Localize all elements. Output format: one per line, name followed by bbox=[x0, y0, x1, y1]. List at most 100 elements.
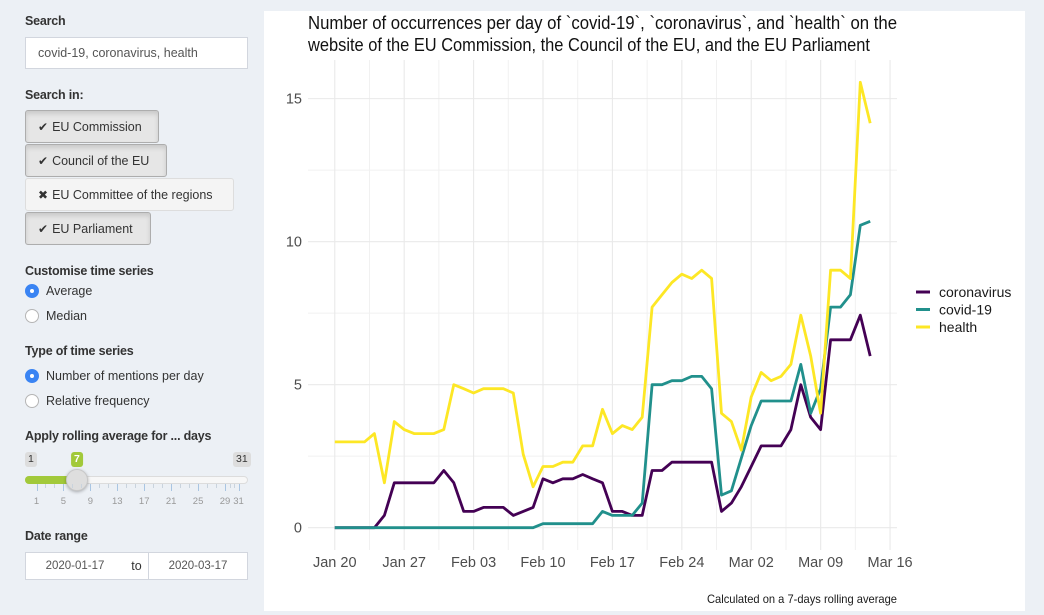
date-end-input[interactable]: 2020-03-17 bbox=[148, 552, 248, 580]
search-input[interactable] bbox=[25, 37, 248, 69]
x-tick-label: Feb 17 bbox=[590, 555, 635, 571]
x-tick-label: Jan 27 bbox=[382, 555, 426, 571]
line-chart: Number of occurrences per day of `covid-… bbox=[286, 13, 1012, 606]
toggle-label: EU Parliament bbox=[52, 221, 133, 236]
radio-average[interactable]: Average bbox=[25, 283, 92, 299]
slider-grid-tick bbox=[171, 484, 173, 491]
x-axis: Jan 20 Jan 27 Feb 03 Feb 10 Feb 17 Feb 24 Mar … bbox=[313, 555, 913, 571]
radio-unchecked-icon[interactable] bbox=[25, 394, 39, 408]
slider-fill bbox=[25, 476, 77, 484]
slider-grid-label: 25 bbox=[192, 496, 204, 507]
series-type-label: Type of time series bbox=[25, 344, 134, 358]
x-tick-label: Mar 09 bbox=[798, 555, 843, 571]
y-axis: 0 5 10 15 bbox=[286, 92, 302, 537]
slider-grid-minor-tick bbox=[216, 484, 218, 488]
search-label: Search bbox=[25, 14, 66, 28]
slider-grid-tick bbox=[36, 484, 38, 491]
radio-label: Number of mentions per day bbox=[46, 369, 204, 383]
slider-min-label: 1 bbox=[25, 452, 37, 467]
check-icon bbox=[38, 120, 48, 134]
slider-grid-tick bbox=[144, 484, 146, 491]
slider-grid-label: 21 bbox=[165, 496, 177, 507]
slider-grid-tick bbox=[63, 484, 65, 491]
y-tick-label: 10 bbox=[286, 235, 302, 251]
slider-grid-tick bbox=[90, 484, 92, 491]
x-tick-label: Mar 02 bbox=[729, 555, 774, 571]
chart-title-line-2: website of the EU Commission, the Counci… bbox=[307, 35, 870, 55]
radio-label: Relative frequency bbox=[46, 394, 150, 408]
slider-grid-minor-tick bbox=[135, 484, 137, 488]
radio-relative-frequency[interactable]: Relative frequency bbox=[25, 393, 150, 409]
slider-grid-minor-tick bbox=[81, 484, 83, 488]
slider-grid-label: 1 bbox=[33, 496, 40, 507]
slider-grid-minor-tick bbox=[234, 484, 235, 488]
slider-grid-label: 31 bbox=[233, 496, 244, 507]
slider-grid-tick bbox=[198, 484, 200, 491]
radio-median[interactable]: Median bbox=[25, 308, 87, 324]
series-line-coronavirus bbox=[334, 313, 872, 530]
slider-grid-label: 13 bbox=[112, 496, 123, 507]
slider-grid-minor-tick bbox=[153, 484, 155, 488]
slider-grid-tick bbox=[117, 484, 119, 491]
series-lines bbox=[334, 80, 872, 530]
slider-grid-label: 17 bbox=[138, 496, 150, 507]
slider-grid-label: 9 bbox=[87, 496, 94, 507]
customise-label: Customise time series bbox=[25, 264, 154, 278]
slider-grid-tick bbox=[238, 484, 240, 491]
chart-caption: Calculated on a 7-days rolling average bbox=[707, 592, 897, 606]
slider-handle[interactable] bbox=[65, 469, 88, 491]
slider-grid-minor-tick bbox=[180, 484, 182, 488]
legend: coronavirus covid-19 health bbox=[916, 284, 1011, 335]
date-start-input[interactable]: 2020-01-17 bbox=[25, 552, 125, 580]
gridlines bbox=[308, 60, 897, 550]
chart-title-line-1: Number of occurrences per day of `covid-… bbox=[308, 13, 897, 33]
toggle-council-of-the-eu[interactable]: Council of the EU bbox=[25, 144, 167, 177]
x-tick-label: Feb 03 bbox=[451, 555, 496, 571]
legend-label-coronavirus: coronavirus bbox=[939, 284, 1011, 300]
x-tick-label: Mar 16 bbox=[867, 555, 912, 571]
radio-unchecked-icon[interactable] bbox=[25, 309, 39, 323]
date-range-label: Date range bbox=[25, 529, 88, 543]
slider-value-label: 7 bbox=[70, 452, 83, 467]
slider-grid-minor-tick bbox=[207, 484, 209, 488]
cross-icon bbox=[38, 188, 48, 202]
rolling-average-label: Apply rolling average for ... days bbox=[25, 429, 212, 443]
slider-grid-label: 5 bbox=[60, 496, 67, 507]
toggle-label: Council of the EU bbox=[52, 153, 150, 168]
legend-label-covid-19: covid-19 bbox=[939, 302, 992, 318]
x-tick-label: Feb 10 bbox=[520, 555, 565, 571]
toggle-eu-parliament[interactable]: EU Parliament bbox=[25, 212, 151, 245]
slider-grid-tick bbox=[225, 484, 227, 491]
slider-grid-minor-tick bbox=[108, 484, 110, 488]
toggle-label: EU Commission bbox=[52, 119, 142, 134]
x-tick-label: Feb 24 bbox=[659, 555, 704, 571]
toggle-label: EU Committee of the regions bbox=[52, 187, 213, 202]
series-line-covid-19 bbox=[334, 220, 871, 530]
slider-grid-minor-tick bbox=[45, 484, 47, 488]
legend-label-health: health bbox=[939, 319, 977, 335]
toggle-eu-committee-of-the-regions[interactable]: EU Committee of the regions bbox=[25, 178, 234, 211]
y-tick-label: 5 bbox=[294, 378, 302, 394]
toggle-eu-commission[interactable]: EU Commission bbox=[25, 110, 159, 143]
x-tick-label: Jan 20 bbox=[313, 555, 357, 571]
slider-grid-minor-tick bbox=[72, 484, 74, 488]
radio-checked-icon[interactable] bbox=[25, 284, 39, 298]
slider-grid-minor-tick bbox=[54, 484, 56, 488]
y-tick-label: 0 bbox=[294, 521, 302, 537]
radio-label: Average bbox=[46, 284, 93, 298]
slider-max-label: 31 bbox=[233, 452, 251, 467]
slider-grid-minor-tick bbox=[229, 484, 231, 488]
y-tick-label: 15 bbox=[286, 92, 302, 108]
slider-grid-minor-tick bbox=[99, 484, 101, 488]
slider-grid-minor-tick bbox=[189, 484, 191, 488]
slider-grid-minor-tick bbox=[162, 484, 164, 488]
series-line-health bbox=[334, 80, 872, 489]
check-icon bbox=[38, 222, 48, 236]
radio-mentions-per-day[interactable]: Number of mentions per day bbox=[25, 368, 204, 384]
radio-checked-icon[interactable] bbox=[25, 369, 39, 383]
radio-label: Median bbox=[46, 309, 87, 323]
slider-grid-minor-tick bbox=[126, 484, 128, 488]
check-icon bbox=[38, 154, 48, 168]
search-in-label: Search in: bbox=[25, 88, 84, 102]
date-range-separator: to bbox=[124, 552, 149, 580]
